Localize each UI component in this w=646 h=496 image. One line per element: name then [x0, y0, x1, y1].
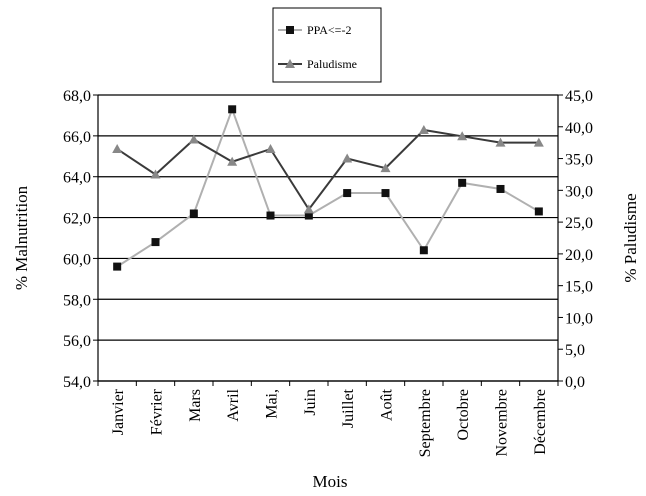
x-tick-label: Mars [187, 389, 204, 422]
data-point [151, 238, 160, 247]
y-left-tick-label: 56,0 [63, 333, 91, 350]
y-left-tick-label: 64,0 [63, 170, 91, 187]
series-line [116, 106, 540, 268]
y-left-tick-label: 60,0 [63, 251, 91, 268]
data-point [381, 189, 390, 198]
grid-lines [98, 94, 558, 382]
y-right-tick-label: 45,0 [565, 88, 593, 105]
data-point [458, 178, 467, 187]
legend-marker [286, 26, 294, 34]
data-point [265, 144, 276, 154]
data-point [304, 211, 313, 220]
y-left-tick-label: 68,0 [63, 88, 91, 105]
data-point [343, 189, 352, 198]
x-tick-label: Novembre [494, 389, 511, 457]
y-axis-left-title: % Malnutrition [12, 185, 31, 290]
y-right-tick-label: 0,0 [565, 374, 585, 391]
y-left-tick-label: 54,0 [63, 374, 91, 391]
data-point [266, 211, 275, 220]
data-point [496, 184, 505, 193]
x-axis-title: Mois [313, 472, 348, 491]
legend-label: PPA<=-2 [307, 23, 351, 37]
y-right-tick-label: 35,0 [565, 152, 593, 169]
axes: 54,0 56,0 58,0 60,0 62,0 64,0 66,0 68,0 0,0 5,0 10… [63, 88, 593, 457]
y-right-tick-label: 30,0 [565, 183, 593, 200]
y-right-tick-label: 5,0 [565, 342, 585, 359]
x-tick-label: Juin [302, 389, 319, 416]
data-point [189, 209, 198, 218]
data-point [113, 262, 122, 271]
data-point [303, 204, 314, 214]
x-tick-label: Janvier [110, 388, 127, 435]
data-point [419, 246, 428, 255]
data-point [227, 156, 238, 166]
data-point [418, 124, 429, 134]
x-tick-label: Décembre [532, 389, 549, 455]
y-left-tick-label: 58,0 [63, 292, 91, 309]
y-right-tick-label: 15,0 [565, 279, 593, 296]
legend-marker [285, 59, 295, 68]
x-tick-label: Septembre [417, 389, 434, 457]
data-point [380, 163, 391, 173]
data-point [188, 134, 199, 144]
y-left-tick-label: 62,0 [63, 211, 91, 228]
data-point [533, 137, 544, 147]
x-tick-label: Octobre [455, 389, 472, 441]
data-point [228, 105, 237, 114]
series-line [116, 128, 539, 212]
y-right-tick-label: 40,0 [565, 120, 593, 137]
legend-box [272, 7, 382, 83]
series-layer [112, 105, 544, 271]
data-point [534, 207, 543, 216]
x-tick-label: Mai, [264, 389, 281, 419]
y-right-tick-label: 25,0 [565, 215, 593, 232]
data-point [495, 137, 506, 147]
data-point [342, 153, 353, 163]
x-tick-label: Août [379, 388, 396, 421]
y-left-tick-label: 66,0 [63, 129, 91, 146]
legend-label: Paludisme [307, 57, 357, 71]
data-point [112, 144, 123, 154]
x-tick-label: Avril [225, 388, 242, 421]
y-axis-right-title: % Paludisme [621, 193, 640, 282]
y-right-tick-label: 10,0 [565, 310, 593, 327]
legend: PPA<=-2 Paludisme [272, 7, 382, 83]
y-right-tick-label: 20,0 [565, 247, 593, 264]
data-point [150, 169, 161, 179]
data-point [457, 131, 468, 141]
x-tick-label: Février [149, 388, 166, 435]
x-tick-label: Juillet [340, 388, 357, 428]
